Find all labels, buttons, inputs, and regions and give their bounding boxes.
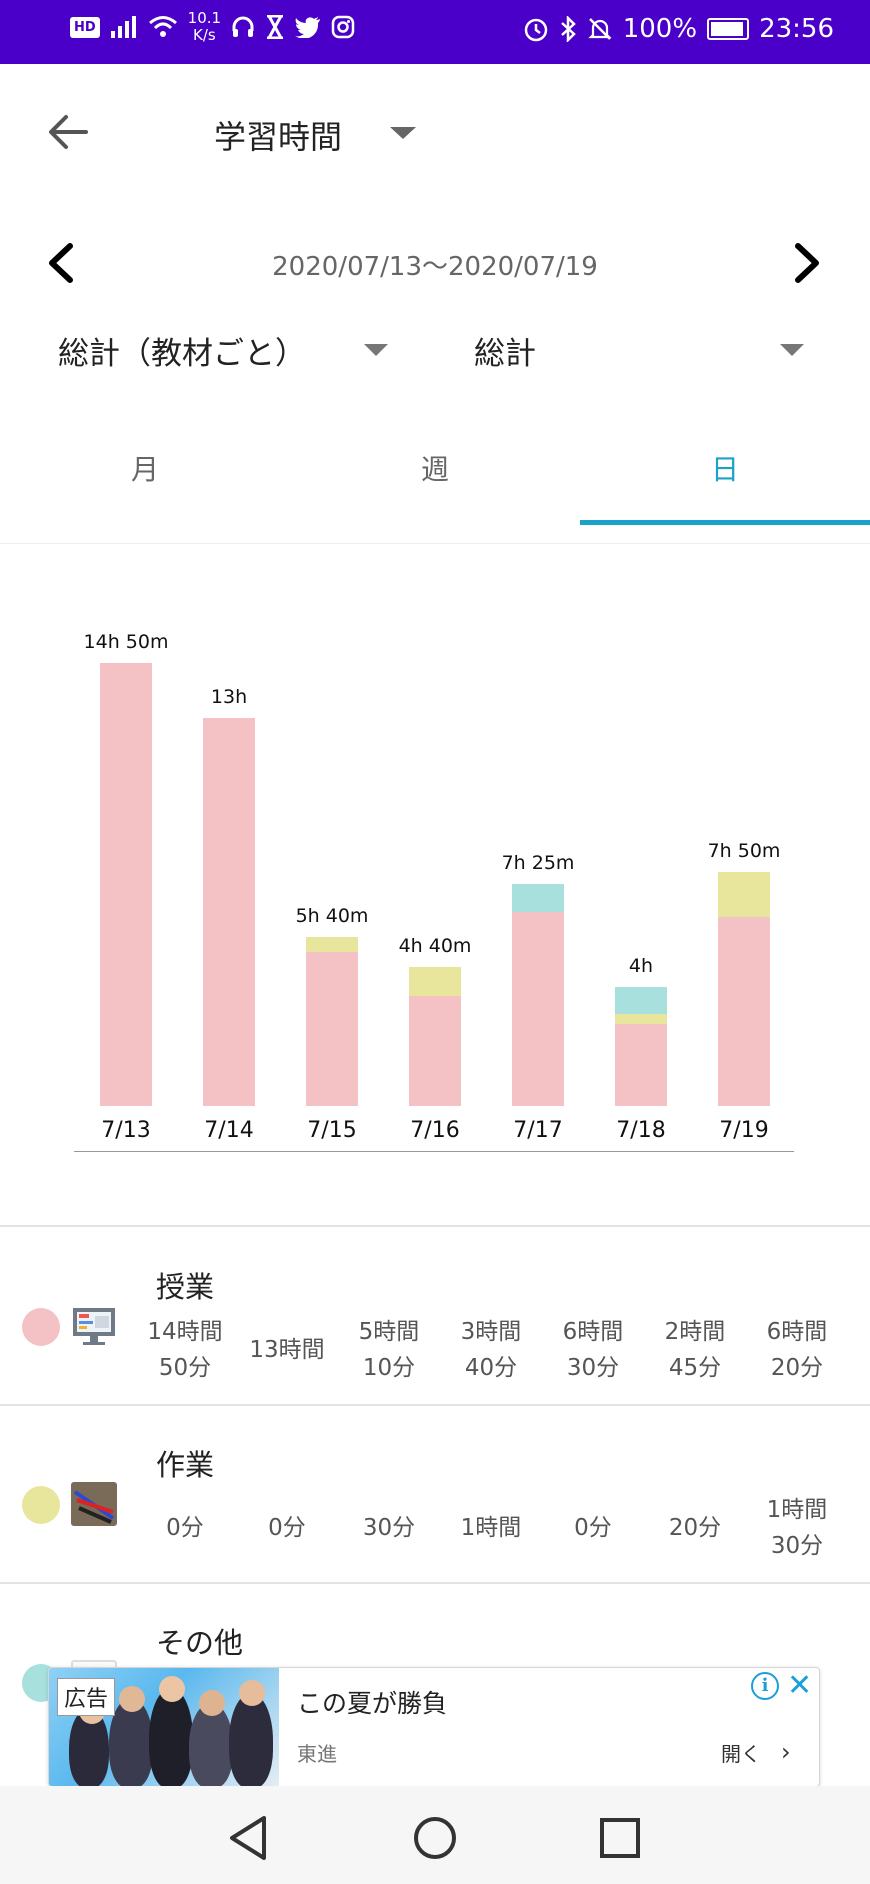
status-left: HD 10.1 K/s xyxy=(70,10,355,44)
prev-week-chevron-icon[interactable] xyxy=(44,242,78,284)
network-speed: 10.1 K/s xyxy=(187,9,222,44)
bar-x-label: 7/18 xyxy=(616,1118,666,1143)
pens-icon xyxy=(71,1482,117,1526)
ad-close-icon[interactable]: ✕ xyxy=(787,1668,813,1703)
subject-time-cell: 30分 xyxy=(362,1515,416,1541)
bar-segment xyxy=(615,1023,667,1106)
bar-total-label: 13h xyxy=(210,685,248,708)
bar-x-label: 7/17 xyxy=(513,1118,563,1143)
headphones-icon xyxy=(232,16,254,37)
subject-time-cell: 13時間 xyxy=(249,1337,325,1363)
bar-total-label: 14h 50m xyxy=(83,631,169,653)
subject-color-dot xyxy=(22,1486,60,1524)
back-arrow-icon[interactable] xyxy=(46,112,90,152)
bar-segment xyxy=(306,936,358,952)
title-dropdown-caret-icon[interactable] xyxy=(390,127,416,139)
total-filter-dropdown[interactable]: 総計 xyxy=(474,336,536,372)
bar-segment xyxy=(615,986,667,1014)
subject-time-cell: 3時間 40分 xyxy=(460,1319,522,1381)
subject-name: 作業 xyxy=(156,1448,215,1482)
active-tab-indicator xyxy=(580,520,870,525)
subject-time-cell: 2時間 45分 xyxy=(664,1319,726,1381)
bar-segment xyxy=(718,872,770,917)
subject-name: その他 xyxy=(156,1626,244,1660)
ad-advertiser: 東進 xyxy=(297,1742,337,1766)
instagram-icon xyxy=(331,15,355,39)
status-bar: HD 10.1 K/s xyxy=(0,0,870,64)
wifi-icon xyxy=(148,16,177,37)
tab-day[interactable]: 日 xyxy=(710,453,739,486)
bar-x-label: 7/13 xyxy=(101,1118,151,1143)
bar-segment xyxy=(615,1013,667,1024)
twitter-icon xyxy=(295,17,321,38)
signal-icon xyxy=(110,16,136,38)
subject-time-cell: 5時間 10分 xyxy=(358,1319,420,1381)
subject-time-cell: 0分 xyxy=(574,1515,612,1541)
bar-segment xyxy=(306,951,358,1106)
battery-percent: 100% xyxy=(622,14,698,44)
hd-icon: HD xyxy=(70,16,100,38)
tabs-divider xyxy=(0,543,870,544)
subject-time-cell: 14時間 50分 xyxy=(147,1319,223,1381)
bar-x-label: 7/19 xyxy=(719,1118,769,1143)
system-nav-bar xyxy=(0,1786,870,1884)
subject-color-dot xyxy=(22,1308,60,1346)
mute-icon xyxy=(588,18,612,40)
material-filter-caret-icon[interactable] xyxy=(364,344,388,356)
ad-info-icon[interactable]: i xyxy=(751,1672,779,1700)
subject-time-cell: 1時間 30分 xyxy=(766,1497,828,1559)
chart-x-axis xyxy=(74,1151,794,1152)
ad-open-button[interactable]: 開く xyxy=(721,1742,761,1766)
ad-banner[interactable]: 広告 この夏が勝負 東進 開く › i ✕ xyxy=(48,1667,820,1787)
bar-total-label: 7h 25m xyxy=(501,852,575,875)
daily-study-time-chart: 14h 50m 7/13 13h 7/14 5h 40m 7/15 4h 40m 7/16 7h… xyxy=(0,560,870,1160)
period-tabs: 月 週 日 xyxy=(0,420,870,526)
total-filter-caret-icon[interactable] xyxy=(780,344,804,356)
subject-time-cell: 20分 xyxy=(668,1515,722,1541)
bar-segment xyxy=(718,916,770,1106)
tab-month[interactable]: 月 xyxy=(130,453,159,486)
bar-total-label: 4h 40m xyxy=(398,934,472,957)
subject-time-cell: 0分 xyxy=(268,1515,306,1541)
clock: 23:56 xyxy=(759,14,834,44)
bar-segment xyxy=(512,884,564,912)
subject-time-cell: 0分 xyxy=(166,1515,204,1541)
chart-divider xyxy=(0,1225,870,1227)
date-range: 2020/07/13〜2020/07/19 xyxy=(272,252,598,282)
subject-time-cell: 1時間 xyxy=(460,1515,522,1541)
bar-x-label: 7/15 xyxy=(307,1118,357,1143)
material-filter-dropdown[interactable]: 総計（教材ごと） xyxy=(58,336,306,372)
bar-segment xyxy=(512,911,564,1106)
subject-time-cell: 6時間 30分 xyxy=(562,1319,624,1381)
bar-x-label: 7/14 xyxy=(204,1118,254,1143)
ad-headline[interactable]: この夏が勝負 xyxy=(297,1689,448,1718)
nav-home-icon[interactable] xyxy=(405,1808,465,1868)
bar-total-label: 4h xyxy=(628,954,654,977)
next-week-chevron-icon[interactable] xyxy=(790,242,824,284)
monitor-icon xyxy=(71,1304,117,1348)
bar-total-label: 7h 50m xyxy=(707,840,781,863)
subject-divider xyxy=(0,1404,870,1406)
page-title[interactable]: 学習時間 xyxy=(214,118,343,156)
alarm-icon xyxy=(524,18,547,42)
ad-badge: 広告 xyxy=(57,1678,116,1716)
bar-total-label: 5h 40m xyxy=(295,904,369,927)
bar-segment xyxy=(409,996,461,1106)
bar-segment xyxy=(409,966,461,997)
bar-segment xyxy=(203,717,255,1106)
tab-week[interactable]: 週 xyxy=(420,453,449,486)
subject-time-cell: 6時間 20分 xyxy=(766,1319,828,1381)
nav-recents-icon[interactable] xyxy=(590,1808,650,1868)
nav-back-icon[interactable] xyxy=(220,1808,280,1868)
battery-icon xyxy=(707,18,750,40)
bar-x-label: 7/16 xyxy=(410,1118,460,1143)
subject-divider xyxy=(0,1582,870,1584)
bluetooth-icon xyxy=(560,16,576,42)
subject-name: 授業 xyxy=(156,1270,215,1304)
hourglass-icon xyxy=(267,15,284,39)
bar-segment xyxy=(100,663,152,1106)
ad-chevron-right-icon[interactable]: › xyxy=(781,1738,791,1766)
status-right: 100% 23:56 xyxy=(523,14,834,44)
